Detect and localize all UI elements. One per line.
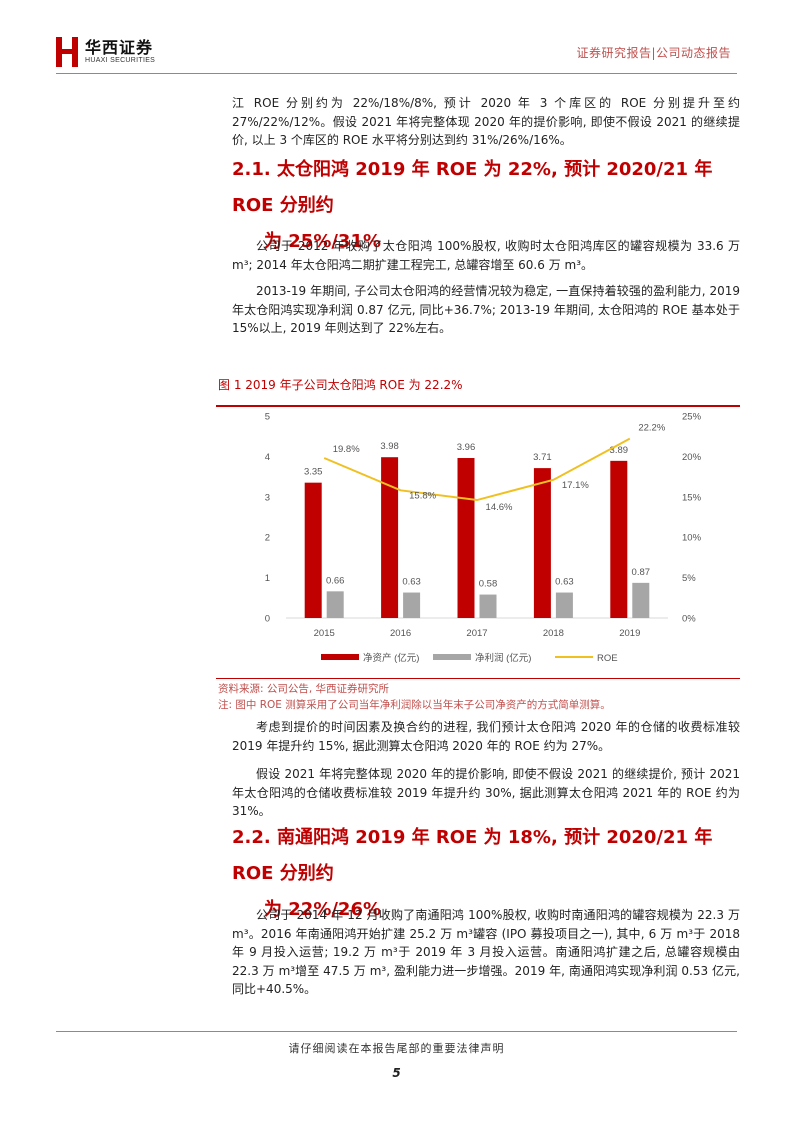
logo-text-en: HUAXI SECURITIES (85, 57, 156, 64)
bar-net-assets (457, 458, 475, 618)
x-tick-label: 2016 (390, 628, 411, 639)
bar-net-assets (304, 482, 322, 618)
y-left-tick-label: 1 (265, 573, 270, 584)
footer-disclaimer: 请仔细阅读在本报告尾部的重要法律声明 (288, 1042, 505, 1055)
after-figure-paragraph-1: 考虑到提价的时间因素及换合约的进程, 我们预计太仓阳鸿 2020 年的仓储的收费… (232, 720, 740, 753)
roe-line (323, 437, 631, 502)
roe-value-label: 17.1% (562, 480, 589, 491)
legend-swatch (321, 654, 359, 660)
y-right-tick-label: 10% (682, 533, 702, 544)
y-left-tick-label: 0 (265, 614, 270, 625)
y-right-tick-label: 25% (682, 412, 702, 423)
footer-divider (56, 1031, 737, 1032)
bar-value-label: 3.71 (533, 452, 552, 463)
bar-net-profit (326, 591, 344, 618)
bar-value-label: 0.66 (326, 575, 345, 586)
bar-value-label: 3.35 (304, 467, 323, 478)
section-title-2-2: 2.2. 南通阳鸿 2019 年 ROE 为 18%, 预计 2020/21 年… (232, 820, 752, 928)
y-left-tick-label: 5 (265, 412, 270, 423)
section-2-1-paragraph-2: 2013-19 年期间, 子公司太仓阳鸿的经营情况较为稳定, 一直保持着较强的盈… (232, 284, 740, 335)
bar-value-label: 0.87 (632, 567, 651, 578)
figure-source-text: 资料来源: 公司公告, 华西证券研究所 (218, 683, 390, 695)
bar-value-label: 3.98 (380, 441, 399, 452)
x-tick-label: 2017 (466, 628, 487, 639)
legend-swatch (433, 654, 471, 660)
report-type: 证券研究报告|公司动态报告 (576, 46, 731, 60)
y-right-tick-label: 20% (682, 452, 702, 463)
figure-bottom-rule (216, 678, 740, 679)
company-logo: 华西证券 HUAXI SECURITIES (56, 35, 155, 69)
section-title-2-1-line2: 为 25%/31% (264, 231, 382, 252)
after-figure-paragraph-2: 假设 2021 年将完整体现 2020 年的提价影响, 即使不假设 2021 的… (232, 767, 740, 818)
y-left-tick-label: 4 (265, 452, 270, 463)
header-divider (56, 73, 737, 74)
intro-paragraph: 江 ROE 分别约为 22%/18%/8%, 预计 2020 年 3 个库区的 … (232, 96, 740, 147)
section-2-2-paragraph-1: 公司于 2014 年 12 月收购了南通阳鸿 100%股权, 收购时南通阳鸿的罐… (232, 908, 740, 996)
section-2-1-paragraph-1: 公司于 2012 年收购了太仓阳鸿 100%股权, 收购时太仓阳鸿库区的罐容规模… (232, 239, 740, 272)
roe-value-label: 14.6% (486, 502, 513, 513)
figure-top-rule (216, 405, 740, 407)
bar-value-label: 3.96 (457, 442, 476, 453)
section-title-2-2-line2: 为 22%/26% (264, 899, 382, 920)
roe-value-label: 19.8% (333, 444, 360, 455)
bar-net-assets (610, 460, 628, 618)
bar-net-profit (403, 592, 421, 618)
section-title-2-2-line1: 2.2. 南通阳鸿 2019 年 ROE 为 18%, 预计 2020/21 年… (232, 827, 713, 884)
bar-net-assets (533, 468, 551, 618)
bar-net-profit (632, 582, 650, 618)
section-title-2-1: 2.1. 太仓阳鸿 2019 年 ROE 为 22%, 预计 2020/21 年… (232, 152, 752, 260)
x-tick-label: 2018 (543, 628, 564, 639)
bar-value-label: 0.63 (555, 577, 574, 588)
page-number: 5 (392, 1066, 401, 1080)
logo-mark-icon (56, 37, 78, 67)
legend-label: 净资产 (亿元) (363, 652, 419, 664)
roe-chart: 0 1 2 3 4 5 0% 5% 10% 15% 20% 25% 2015 2016 2017 2018 20… (265, 412, 702, 665)
y-right-tick-label: 15% (682, 492, 702, 503)
bar-net-profit (479, 594, 497, 618)
figure-title: 图 1 2019 年子公司太仓阳鸿 ROE 为 22.2% (218, 378, 463, 392)
y-left-tick-label: 3 (265, 492, 270, 503)
x-tick-label: 2019 (619, 628, 640, 639)
y-right-tick-label: 5% (682, 573, 696, 584)
legend-label: 净利润 (亿元) (475, 652, 531, 664)
figure-note: 注: 图中 ROE 测算采用了公司当年净利润除以当年末子公司净资产的方式简单测算… (218, 699, 611, 711)
bar-value-label: 3.89 (610, 445, 629, 456)
logo-text-cn: 华西证券 (85, 38, 154, 57)
bar-net-profit (555, 592, 573, 618)
figure-source: 资料来源: 公司公告, 华西证券研究所 注: 图中 ROE 测算采用了公司当年净… (218, 681, 611, 713)
y-right-tick-label: 0% (682, 614, 696, 625)
bar-value-label: 0.63 (402, 577, 421, 588)
roe-value-label: 15.8% (409, 490, 436, 501)
bar-value-label: 0.58 (479, 579, 498, 590)
x-tick-label: 2015 (314, 628, 335, 639)
y-left-tick-label: 2 (265, 533, 270, 544)
roe-value-label: 22.2% (638, 423, 665, 434)
section-title-2-1-line1: 2.1. 太仓阳鸿 2019 年 ROE 为 22%, 预计 2020/21 年… (232, 159, 713, 216)
legend-label: ROE (597, 653, 618, 664)
bar-net-assets (381, 457, 399, 618)
